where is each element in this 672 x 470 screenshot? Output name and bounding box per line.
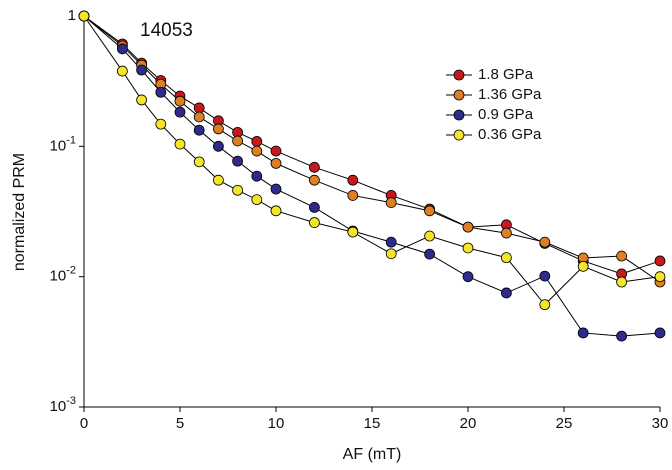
data-point (212, 174, 224, 186)
data-point (117, 43, 128, 55)
data-point (347, 226, 359, 238)
data-point (462, 242, 474, 254)
data-point (539, 299, 551, 311)
data-point (270, 183, 282, 195)
data-point (251, 170, 263, 182)
x-axis-label: AF (mT) (343, 446, 402, 463)
data-point (462, 221, 474, 233)
data-point (616, 330, 627, 342)
data-point (616, 276, 627, 288)
data-point (251, 145, 263, 157)
data-point (117, 65, 128, 77)
series-line (83, 15, 661, 275)
x-tick-label: 0 (80, 415, 88, 432)
data-point (308, 174, 320, 186)
legend-marker (453, 69, 465, 81)
data-point (539, 270, 551, 282)
data-point (347, 174, 359, 186)
data-point (174, 138, 186, 150)
data-point (424, 248, 436, 260)
data-point (385, 236, 397, 248)
data-point (385, 197, 397, 209)
data-point (193, 156, 205, 168)
data-point (270, 205, 282, 217)
data-point (174, 95, 186, 107)
legend-marker (453, 129, 465, 141)
data-point (577, 327, 589, 339)
data-point (270, 145, 282, 157)
data-point (424, 230, 436, 242)
x-tick-label: 10 (268, 415, 285, 432)
data-point (577, 260, 589, 272)
x-tick-label: 30 (652, 415, 669, 432)
x-tick-label: 15 (364, 415, 381, 432)
y-tick-label: 10-3 (50, 395, 76, 415)
y-tick-label: 10-1 (50, 134, 76, 154)
legend-label: 1.8 GPa (478, 66, 534, 83)
data-point (212, 123, 224, 135)
data-point (193, 102, 205, 114)
series-line (83, 15, 661, 337)
legend-label: 1.36 GPa (478, 86, 542, 103)
data-point (308, 161, 320, 173)
legend-label: 0.36 GPa (478, 126, 542, 143)
data-point (654, 255, 666, 267)
y-tick-label: 1 (68, 7, 76, 24)
data-point (78, 10, 90, 22)
y-tick-label: 10-2 (50, 265, 76, 285)
data-point (500, 252, 512, 264)
data-point (251, 136, 263, 147)
legend-marker (453, 109, 465, 121)
data-point (155, 118, 167, 130)
annotation: 14053 (140, 20, 193, 41)
data-point (270, 157, 282, 169)
data-point (251, 194, 263, 206)
data-point (174, 106, 186, 118)
x-tick-label: 25 (556, 415, 573, 432)
data-point (462, 271, 474, 283)
data-point (232, 184, 244, 196)
data-point (347, 190, 359, 201)
data-point (212, 140, 224, 152)
y-axis-label: normalized PRM (11, 153, 28, 271)
data-point (232, 135, 244, 147)
x-tick-label: 5 (176, 415, 184, 432)
data-point (193, 124, 205, 136)
data-point (136, 94, 148, 106)
data-point (193, 111, 205, 123)
data-point (232, 155, 244, 167)
legend-label: 0.9 GPa (478, 106, 534, 123)
data-point (424, 205, 436, 217)
series-line (83, 15, 661, 306)
legend-marker (453, 89, 465, 101)
data-point (654, 327, 666, 339)
data-point (654, 271, 666, 283)
data-point (539, 236, 551, 248)
x-tick-label: 20 (460, 415, 477, 432)
data-point (385, 248, 397, 260)
data-point (308, 217, 320, 228)
data-point (136, 64, 148, 76)
data-point (308, 201, 320, 213)
data-point (500, 287, 512, 299)
data-point (155, 86, 167, 98)
data-point (500, 227, 512, 239)
series-line (83, 15, 661, 283)
data-point (616, 250, 627, 262)
